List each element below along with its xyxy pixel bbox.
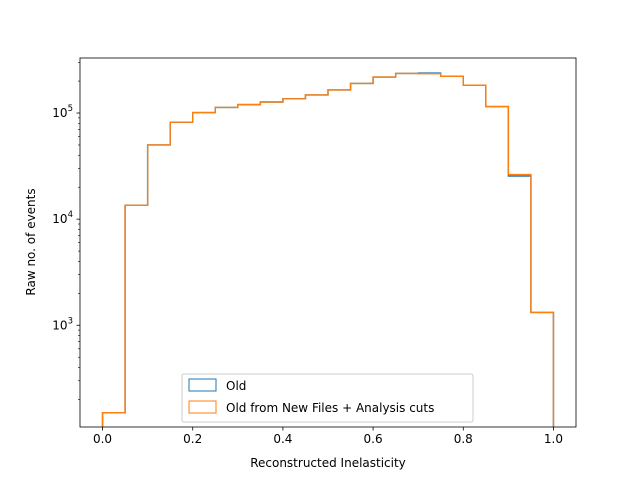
legend-swatch-old	[188, 378, 217, 392]
x-tick-label-1: 0.2	[183, 432, 202, 446]
legend: Old Old from New Files + Analysis cuts	[181, 373, 474, 423]
x-tick-label-4: 0.8	[454, 432, 473, 446]
series-layer	[101, 72, 555, 427]
legend-box	[181, 373, 474, 423]
legend-label-new: Old from New Files + Analysis cuts	[226, 401, 434, 415]
x-tick-label-3: 0.6	[364, 432, 383, 446]
ticks-layer: 0.0 0.2 0.4 0.6 0.8 1.0 103 104 105	[52, 62, 563, 446]
series-line-1	[101, 72, 555, 427]
legend-label-old: Old	[226, 379, 246, 393]
y-axis-label: Raw no. of events	[24, 188, 38, 295]
y-tick-label-0: 103	[52, 316, 73, 332]
plot-area-frame	[79, 57, 577, 428]
y-tick-label-1: 104	[52, 210, 73, 226]
x-tick-label-5: 1.0	[544, 432, 563, 446]
y-tick-label-2: 105	[52, 104, 73, 120]
x-axis-label: Reconstructed Inelasticity	[250, 456, 406, 470]
legend-swatch-new	[188, 400, 217, 414]
x-tick-label-2: 0.4	[273, 432, 292, 446]
x-tick-label-0: 0.0	[93, 432, 112, 446]
